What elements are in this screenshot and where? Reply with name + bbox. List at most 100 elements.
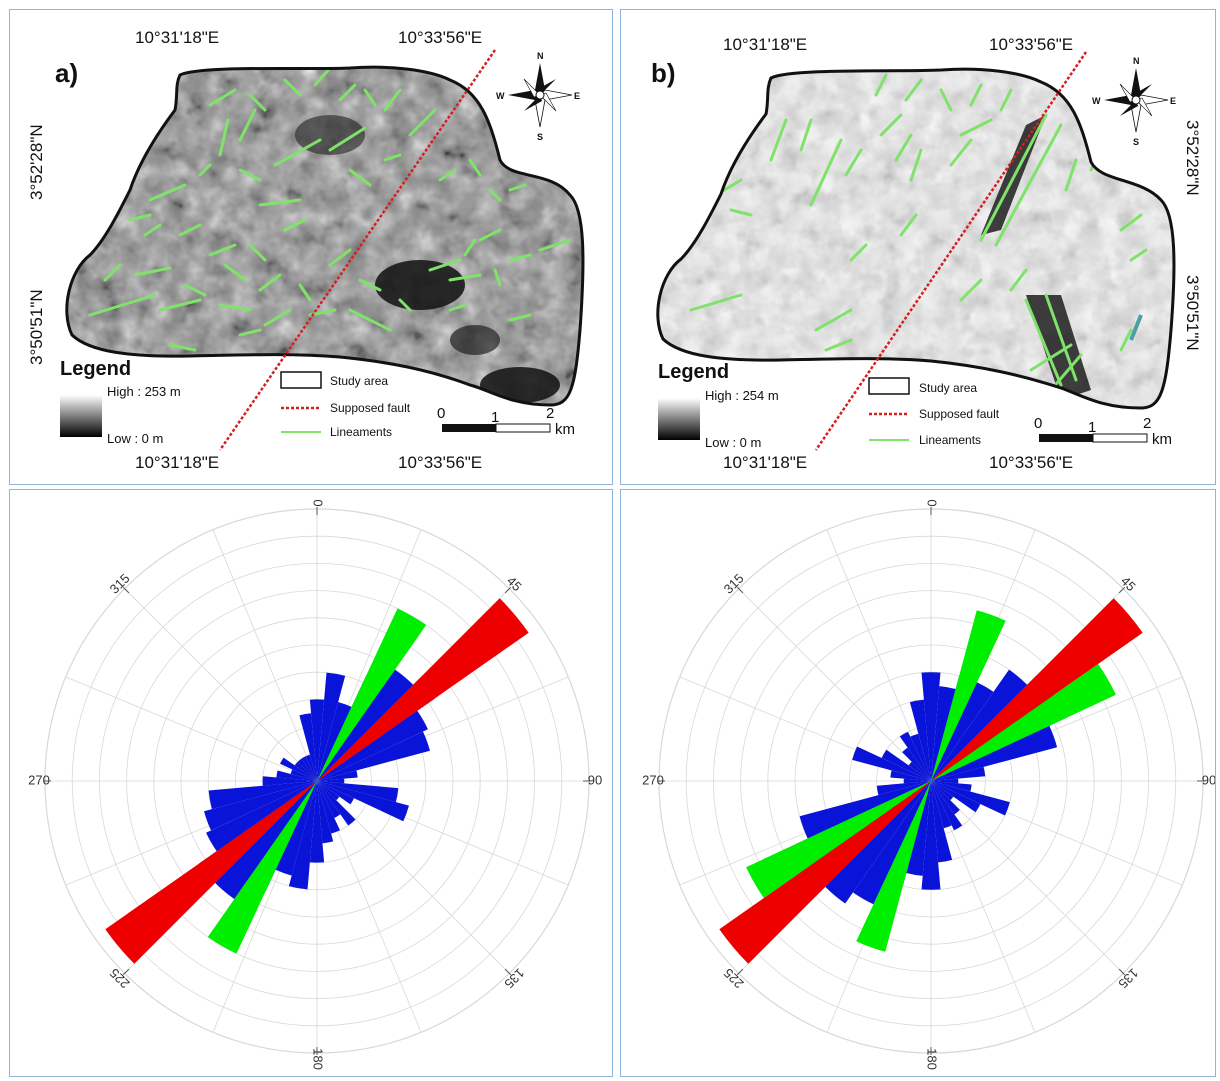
compass-n: N <box>1133 56 1140 66</box>
rose-spoke <box>930 780 1124 974</box>
bottom-left-lon-label: 10°31'18"E <box>723 453 807 472</box>
lineaments <box>689 73 1148 392</box>
legend-study-area: Study area <box>330 374 388 388</box>
study-area-boundary <box>656 67 1176 410</box>
rose-bar <box>876 781 931 796</box>
rose-bar <box>317 781 334 844</box>
top-left-lon-label: 10°31'18"E <box>723 35 807 54</box>
rose-bar <box>297 758 317 781</box>
rose-bar <box>317 781 356 826</box>
rose-bar <box>908 761 931 781</box>
compass-n: N <box>537 51 544 61</box>
compass-e: E <box>1170 96 1176 106</box>
rose-bar <box>921 781 941 890</box>
legend-low: Low : 0 m <box>107 431 163 446</box>
legend-study-area: Study area <box>919 381 977 395</box>
rose-angle-label: 180 <box>925 1048 940 1070</box>
rose-bar <box>317 702 352 781</box>
bottom-left-lon-label: 10°31'18"E <box>135 453 219 472</box>
study-area-boundary <box>65 65 585 407</box>
supposed-fault-line <box>218 49 497 451</box>
panel-letter: a) <box>55 58 78 88</box>
rose-bar <box>294 761 317 781</box>
rose-bar <box>309 699 325 781</box>
rose-bar <box>931 781 981 813</box>
rose-bar <box>931 610 1006 781</box>
upper-lat-label: 3°52'28"N <box>27 124 46 200</box>
rose-bar <box>275 781 317 876</box>
scale-0: 0 <box>1034 415 1042 432</box>
rose-angle-label: 90 <box>1202 772 1216 787</box>
map-panel-b: 10°31'18"E 10°33'56"E 10°31'18"E 10°33'5… <box>620 9 1216 485</box>
rose-tick <box>504 968 512 976</box>
rose-bar <box>317 731 430 781</box>
scale-2: 2 <box>1143 415 1151 432</box>
legend: Legend High : 253 m Low : 0 m Study area… <box>60 358 411 446</box>
rose-bars <box>719 598 1143 964</box>
compass-s: S <box>537 132 543 142</box>
rose-bar <box>317 781 340 834</box>
rose-bar <box>931 781 963 831</box>
rose-bar <box>931 778 959 784</box>
scale-1: 1 <box>1088 419 1096 436</box>
rose-bar <box>290 769 317 781</box>
top-left-lon-label: 10°31'18"E <box>135 28 219 47</box>
rose-panel-b: 0 45 90 135 180 225 270 315 <box>620 489 1216 1077</box>
north-arrow-icon: N S E W <box>496 51 580 142</box>
scale-0: 0 <box>437 405 445 422</box>
rose-tick <box>504 586 512 594</box>
rose-bar <box>276 770 317 781</box>
compass-w: W <box>496 91 505 101</box>
rose-bar <box>903 778 931 784</box>
rose-bar <box>317 781 340 801</box>
legend-fault: Supposed fault <box>330 401 411 415</box>
scale-unit: km <box>1152 431 1172 448</box>
rose-bar <box>931 725 1058 781</box>
rose-bar <box>931 781 960 815</box>
rose-bar <box>317 770 358 781</box>
legend-fault: Supposed fault <box>919 407 1000 421</box>
rose-bar <box>208 781 317 810</box>
rose-angle-label: 0 <box>311 499 326 506</box>
study-area-swatch <box>868 377 910 395</box>
rose-tick <box>122 968 130 976</box>
rose-angle-label: 180 <box>311 1048 326 1070</box>
rose-bar <box>852 781 931 905</box>
bottom-right-lon-label: 10°33'56"E <box>989 453 1073 472</box>
rose-tick <box>122 586 130 594</box>
rose-bar <box>931 781 1010 816</box>
rose-bar <box>215 781 317 900</box>
rose-bar <box>902 747 931 781</box>
rose-bar <box>299 713 317 781</box>
rose-bar <box>799 781 931 839</box>
legend-title: Legend <box>60 358 131 380</box>
rose-bar <box>825 781 931 904</box>
rose-spoke <box>738 588 932 782</box>
rose-bar <box>317 781 354 805</box>
rose-bar <box>206 781 317 852</box>
rose-bar <box>317 781 409 822</box>
rose-bar <box>105 781 317 964</box>
rose-angle-label: 270 <box>642 772 664 787</box>
panel-letter: b) <box>651 58 676 88</box>
rose-tick <box>1118 968 1126 976</box>
rose-tick <box>736 968 744 976</box>
rose-tick <box>736 586 744 594</box>
rose-bar <box>931 781 972 792</box>
rose-bar <box>931 669 1028 781</box>
rose-panel-a: 0 45 90 135 180 225 270 315 <box>9 489 613 1077</box>
rose-bar <box>931 781 954 801</box>
rose-bar <box>317 781 399 803</box>
hillshade-raster <box>66 67 583 406</box>
map-panel-a: 10°31'18"E 10°33'56"E 10°31'18"E 10°33'5… <box>9 9 613 485</box>
legend-high: High : 253 m <box>107 384 181 399</box>
rose-bar <box>317 672 346 781</box>
rose-bar <box>207 781 317 954</box>
rose-bar <box>317 598 529 781</box>
legend: Legend High : 254 m Low : 0 m Study area… <box>658 361 1000 450</box>
rose-bar <box>921 672 941 781</box>
rose-bar <box>301 756 317 781</box>
rose-bar <box>317 608 427 781</box>
legend-lineaments: Lineaments <box>330 425 392 439</box>
